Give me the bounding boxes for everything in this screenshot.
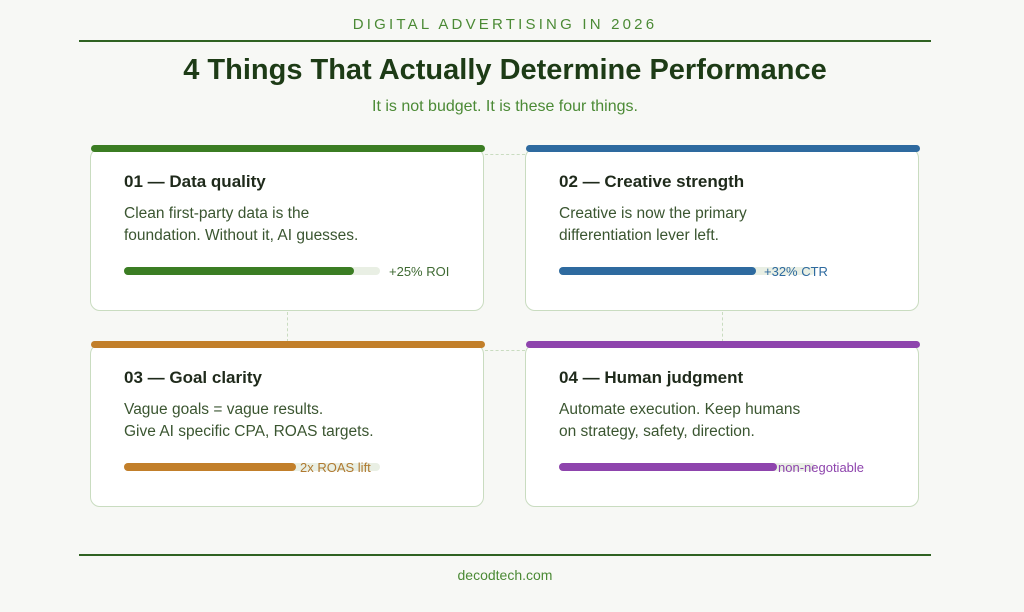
card-accent-bar [526, 145, 920, 152]
progress-track [559, 463, 815, 471]
metric-label: +32% CTR [764, 264, 828, 279]
card-description-line: Automate execution. Keep humans [559, 401, 801, 418]
card-description: Automate execution. Keep humans on strat… [559, 399, 899, 443]
card-heading: 01 — Data quality [124, 172, 266, 191]
card-accent-bar [91, 341, 485, 348]
connector-bottom [485, 350, 525, 351]
page-subtitle: It is not budget. It is these four thing… [372, 98, 638, 115]
eyebrow-label: DIGITAL ADVERTISING IN 2026 [352, 16, 658, 33]
metric-label: non-negotiable [778, 460, 865, 475]
metric-label: 2x ROAS lift [300, 460, 371, 475]
footer-site: decodtech.com [457, 567, 553, 583]
card-accent-bar [91, 145, 485, 152]
progress-track [124, 267, 380, 275]
progress-fill [124, 267, 355, 275]
progress-fill [559, 463, 777, 471]
card-accent-bar [526, 341, 920, 348]
card-heading: 04 — Human judgment [559, 368, 744, 387]
card-goal-clarity: 03 — Goal clarity Vague goals = vague re… [90, 341, 485, 507]
card-description: Clean first-party data is the foundation… [124, 203, 464, 247]
card-creative-strength: 02 — Creative strength Creative is now t… [525, 145, 920, 311]
connector-right [722, 312, 723, 342]
page-title: 4 Things That Actually Determine Perform… [183, 54, 827, 86]
progress-track [124, 463, 380, 471]
progress-fill [559, 267, 757, 275]
connector-left [287, 312, 288, 342]
card-description-line: Give AI specific CPA, ROAS targets. [124, 423, 374, 440]
card-description-line: Clean first-party data is the [124, 205, 310, 222]
bottom-divider [79, 554, 931, 556]
card-human-judgment: 04 — Human judgment Automate execution. … [525, 341, 920, 507]
card-heading: 03 — Goal clarity [124, 368, 262, 387]
card-description-line: Vague goals = vague results. [124, 401, 324, 418]
card-data-quality: 01 — Data quality Clean first-party data… [90, 145, 485, 311]
progress-fill [124, 463, 296, 471]
card-description-line: differentiation lever left. [559, 227, 719, 244]
card-description: Vague goals = vague results. Give AI spe… [124, 399, 464, 443]
card-heading: 02 — Creative strength [559, 172, 745, 191]
top-divider [79, 40, 931, 42]
connector-top [485, 154, 525, 155]
metric-label: +25% ROI [389, 264, 450, 279]
card-description-line: foundation. Without it, AI guesses. [124, 227, 359, 244]
progress-track [559, 267, 815, 275]
card-description: Creative is now the primary differentiat… [559, 203, 899, 247]
card-description-line: Creative is now the primary [559, 205, 747, 222]
card-description-line: on strategy, safety, direction. [559, 423, 755, 440]
